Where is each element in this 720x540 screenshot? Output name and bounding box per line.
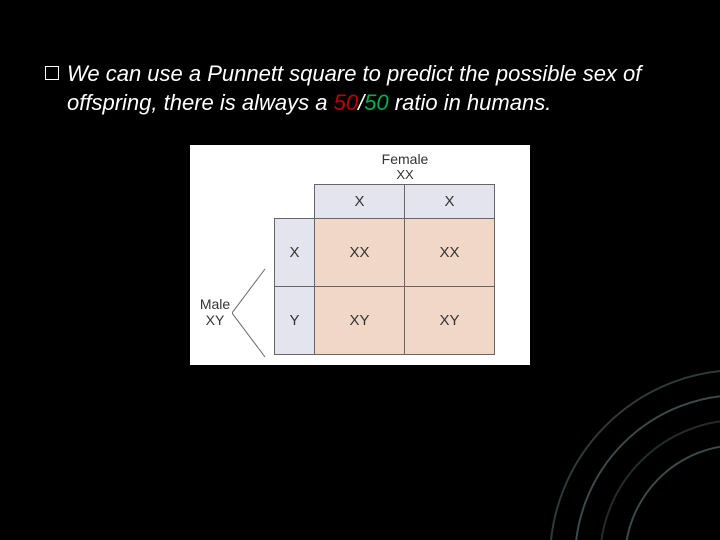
row-header-0: X [275,219,315,287]
ratio-first: 50 [334,90,358,115]
female-label: Female [286,151,524,167]
punnett-diagram: Female XX Male XY X X X [190,145,530,365]
cell-0-0: XX [315,219,405,287]
col-header-1: X [405,185,495,219]
cell-0-1: XX [405,219,495,287]
male-genotype: XY [194,313,236,328]
ratio-second: 50 [364,90,388,115]
cell-1-1: XY [405,287,495,355]
punnett-grid: X X X XX XX Y XY XY [274,184,524,355]
bullet-text: We can use a Punnett square to predict t… [67,60,675,117]
punnett-table: X X X XX XX Y XY XY [274,184,495,355]
female-genotype: XX [286,167,524,182]
bullet-post: ratio in humans. [389,90,552,115]
male-label-block: Male XY [194,297,236,328]
col-header-0: X [315,185,405,219]
cell-1-0: XY [315,287,405,355]
male-label: Male [194,297,236,312]
bullet-box-icon [45,66,59,80]
corner-decoration [540,360,720,540]
slide-content: We can use a Punnett square to predict t… [0,0,720,365]
bullet-item: We can use a Punnett square to predict t… [45,60,675,117]
male-connector-lines [232,243,266,383]
row-header-1: Y [275,287,315,355]
